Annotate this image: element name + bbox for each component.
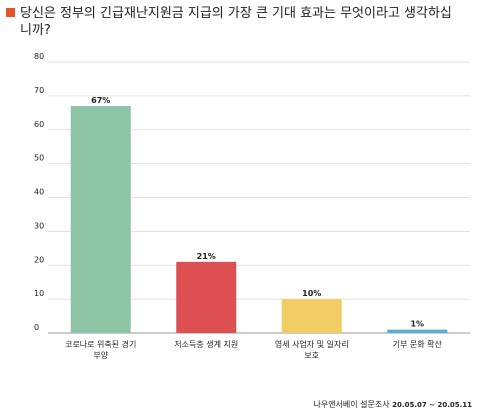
- y-tick-label: 60: [34, 120, 44, 129]
- y-tick-label: 20: [34, 255, 44, 264]
- bar-value-label: 10%: [302, 289, 321, 298]
- source-note: 나우앤서베이 설문조사 20.05.07 ~ 20.05.11: [313, 399, 472, 410]
- bars: [70, 106, 448, 333]
- bar: [70, 106, 131, 333]
- title-marker-icon: [6, 8, 15, 17]
- category-label: 부양: [93, 351, 108, 360]
- category-label: 기부 문화 확산: [393, 339, 443, 349]
- y-tick-label: 0: [34, 323, 39, 332]
- bar-value-label: 1%: [410, 320, 424, 329]
- bar: [176, 261, 237, 333]
- category-label: 코로나로 위축된 경기: [65, 339, 136, 349]
- y-tick-label: 70: [34, 86, 44, 95]
- source-dates: 20.05.07 ~ 20.05.11: [392, 401, 472, 409]
- bar-value-label: 21%: [197, 252, 216, 261]
- y-tick-label: 80: [34, 52, 44, 61]
- y-axis-ticks: 0 10 20 30 40 50 60 70 80: [34, 52, 44, 332]
- category-label: 영세 사업자 및 일자리: [275, 339, 349, 349]
- bar-value-label: 67%: [91, 96, 110, 105]
- chart-title: 당신은 정부의 긴급재난지원금 지급의 가장 큰 기대 효과는 무엇이라고 생각…: [20, 6, 452, 38]
- bar: [387, 329, 448, 333]
- y-tick-label: 30: [34, 221, 44, 230]
- bar-value-labels: 67% 21% 10% 1%: [91, 96, 424, 329]
- y-tick-label: 50: [34, 154, 44, 163]
- y-tick-label: 40: [34, 188, 44, 197]
- y-tick-label: 10: [34, 289, 44, 298]
- category-label: 보호: [304, 351, 319, 360]
- bar: [281, 299, 342, 333]
- source-name: 나우앤서베이 설문조사: [313, 400, 390, 409]
- category-label: 저소득층 생계 지원: [174, 339, 238, 349]
